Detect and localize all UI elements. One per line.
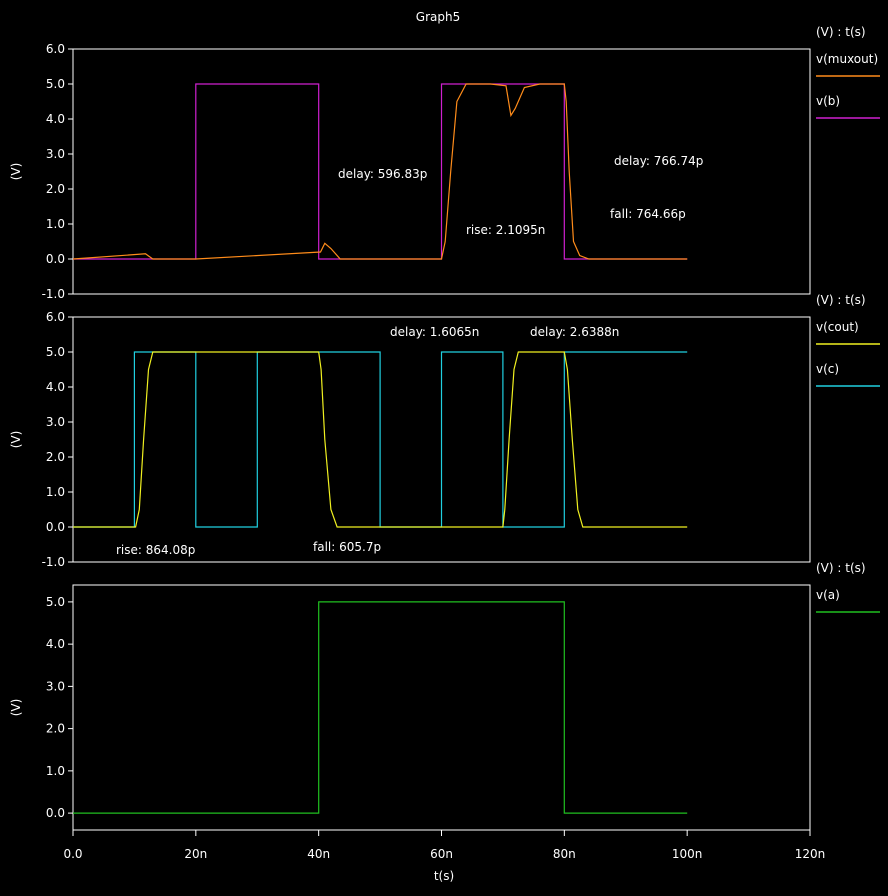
y-tick-label: 2.0	[46, 450, 65, 464]
y-tick-label: 5.0	[46, 77, 65, 91]
y-tick-label: 3.0	[46, 415, 65, 429]
x-tick-label: 100n	[672, 847, 703, 861]
y-tick-label: 3.0	[46, 679, 65, 693]
x-tick-label: 80n	[553, 847, 576, 861]
y-tick-label: 2.0	[46, 722, 65, 736]
plot-frame	[72, 316, 811, 563]
legend-header: (V) : t(s)	[816, 25, 866, 39]
measurement-annotation: delay: 596.83p	[338, 167, 427, 181]
y-tick-label: 5.0	[46, 345, 65, 359]
measurement-annotation: fall: 605.7p	[313, 540, 381, 554]
y-tick-label: 1.0	[46, 485, 65, 499]
legend-header: (V) : t(s)	[816, 561, 866, 575]
x-tick-label: 120n	[795, 847, 826, 861]
y-tick-label: 0.0	[46, 520, 65, 534]
legend-entry: v(b)	[816, 94, 840, 108]
y-tick-label: 2.0	[46, 182, 65, 196]
y-tick-label: 6.0	[46, 310, 65, 324]
y-tick-label: 4.0	[46, 112, 65, 126]
measurement-annotation: rise: 2.1095n	[466, 223, 545, 237]
plot-frame	[72, 584, 811, 831]
y-axis-label: (V)	[9, 699, 23, 717]
series-line	[73, 601, 688, 814]
measurement-annotation: fall: 764.66p	[610, 207, 686, 221]
y-tick-label: 5.0	[46, 595, 65, 609]
measurement-annotation: delay: 766.74p	[614, 154, 703, 168]
y-tick-label: 4.0	[46, 380, 65, 394]
x-tick-label: 40n	[307, 847, 330, 861]
x-axis-label: t(s)	[434, 869, 454, 883]
y-axis-label: (V)	[9, 163, 23, 181]
series-line	[73, 351, 688, 528]
plot-frame	[72, 48, 811, 295]
measurement-annotation: delay: 2.6388n	[530, 325, 619, 339]
y-tick-label: -1.0	[42, 555, 65, 569]
y-tick-label: -1.0	[42, 287, 65, 301]
legend-entry: v(muxout)	[816, 52, 878, 66]
x-tick-label: 0.0	[63, 847, 82, 861]
legend-entry: v(cout)	[816, 320, 859, 334]
legend-header: (V) : t(s)	[816, 293, 866, 307]
y-axis-label: (V)	[9, 431, 23, 449]
legend-entry: v(a)	[816, 588, 840, 602]
y-tick-label: 6.0	[46, 42, 65, 56]
legend-entry: v(c)	[816, 362, 839, 376]
y-tick-label: 0.0	[46, 252, 65, 266]
measurement-annotation: delay: 1.6065n	[390, 325, 479, 339]
panel-2: -1.0 0.0 1.0 2.0 3.0 4.0 5.0 6.0 (V) (V) : t(s) v(…	[9, 293, 880, 569]
y-tick-label: 4.0	[46, 637, 65, 651]
panel-3: 0.0 1.0 2.0 3.0 4.0 5.0 (V) (V) : t(s) v(a)	[9, 561, 880, 831]
series-line	[73, 351, 688, 528]
x-tick-label: 20n	[184, 847, 207, 861]
panel-1: -1.0 0.0 1.0 2.0 3.0 4.0 5.0 6.0 (V) (V) : t(s) v(…	[9, 25, 880, 301]
series-line	[72, 83, 688, 260]
y-tick-label: 0.0	[46, 806, 65, 820]
chart-title: Graph5	[416, 10, 460, 24]
measurement-annotation: rise: 864.08p	[116, 543, 195, 557]
y-tick-label: 1.0	[46, 764, 65, 778]
x-tick-label: 60n	[430, 847, 453, 861]
y-tick-label: 3.0	[46, 147, 65, 161]
y-tick-label: 1.0	[46, 217, 65, 231]
